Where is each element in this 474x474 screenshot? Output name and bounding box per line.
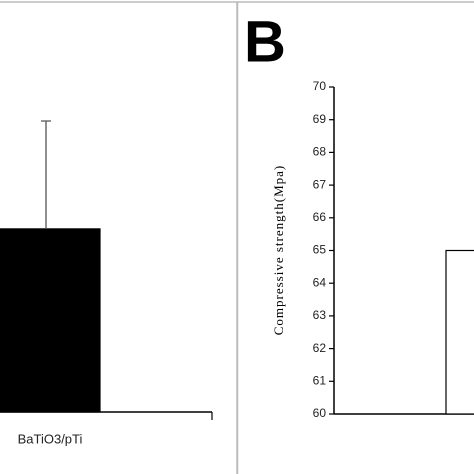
y-tick-label: 66: [313, 210, 327, 224]
error-bar: [41, 120, 51, 229]
y-tick-label: 61: [313, 373, 327, 387]
y-tick-label: 65: [313, 243, 327, 257]
y-tick-label: 70: [313, 79, 327, 93]
panel-frame: [236, 1, 474, 474]
y-axis-label: Compressive strength(Mpa): [271, 165, 286, 336]
bar: [0, 228, 101, 413]
y-tick-label: 60: [313, 406, 327, 420]
x-tick-label: BaTiO3/pTi: [18, 431, 83, 446]
panel-label: B: [244, 9, 286, 74]
y-tick-label: 69: [313, 112, 327, 126]
y-tick-label: 68: [313, 145, 327, 159]
y-tick-label: 62: [313, 341, 327, 355]
y-tick-label: 64: [313, 275, 327, 289]
y-tick-label: 63: [313, 308, 327, 322]
y-tick-label: 67: [313, 177, 327, 191]
bar: [445, 249, 474, 415]
